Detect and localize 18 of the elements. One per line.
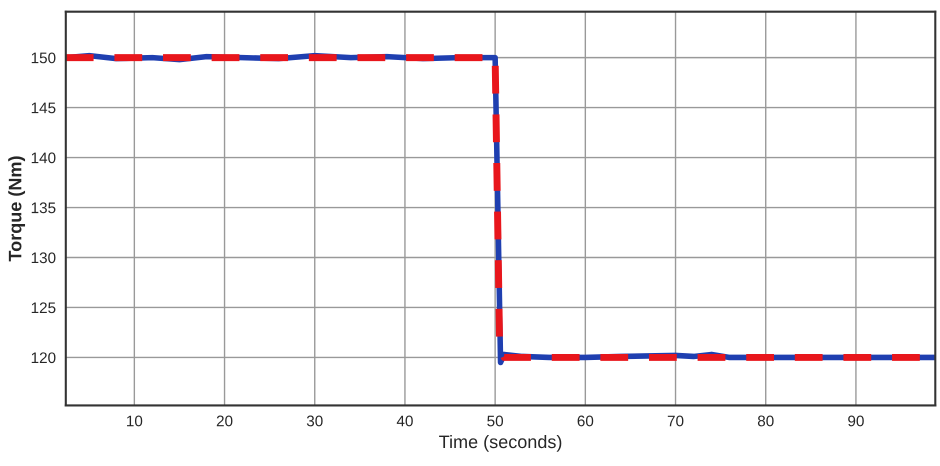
y-tick-label: 150 — [32, 52, 56, 64]
y-tick-label: 120 — [32, 352, 56, 364]
y-tick-label: 145 — [32, 102, 56, 114]
y-tick-label: 130 — [32, 252, 56, 264]
x-tick-label: 70 — [668, 416, 684, 426]
y-tick-label: 140 — [32, 152, 56, 164]
y-tick-label: 135 — [32, 202, 56, 214]
x-axis-title: Time (seconds) — [439, 434, 562, 452]
x-tick-label: 50 — [487, 416, 504, 426]
x-tick-label: 60 — [578, 416, 594, 426]
y-axis-title: Torque (Nm) — [8, 156, 26, 262]
x-tick-label: 80 — [758, 416, 774, 426]
x-tick-label: 10 — [127, 416, 142, 426]
x-tick-label: 20 — [216, 416, 232, 426]
y-tick-label: 125 — [32, 302, 56, 314]
x-tick-label: 40 — [396, 416, 413, 426]
x-tick-label: 90 — [848, 416, 864, 426]
x-tick-label: 30 — [306, 416, 323, 426]
